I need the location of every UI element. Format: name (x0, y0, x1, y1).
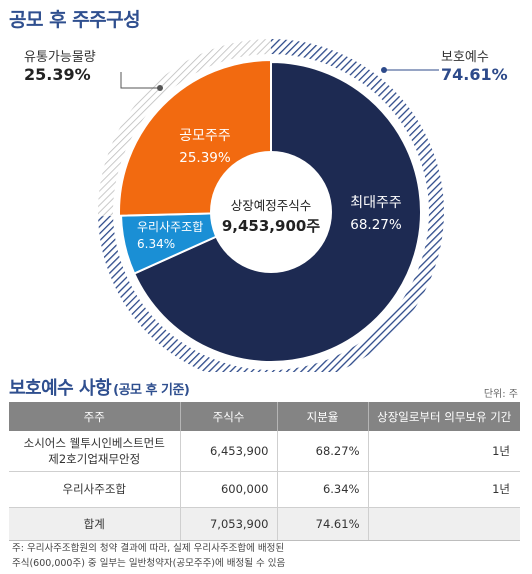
table-header-row: 주주 주식수 지분율 상장일로부터 의무보유 기간 (9, 402, 520, 431)
shareholder-donut-chart: 상장예정주식수 9,453,900주 최대주주 68.27% 공모주주 25.3… (98, 39, 444, 372)
total-period (368, 507, 520, 541)
center-value: 9,453,900주 (222, 217, 320, 235)
holder-line: 소시어스 웰투시인베스트먼트 (23, 435, 165, 450)
table-row: 소시어스 웰투시인베스트먼트 제2호기업재무안정 6,453,900 68.27%… (9, 431, 520, 472)
total-label: 합계 (9, 507, 181, 541)
table-row: 우리사주조합 600,000 6.34% 1년 (9, 471, 520, 508)
slice-value-esop: 6.34% (137, 237, 175, 251)
section-title: 보호예수 사항 (공모 후 기준) (9, 374, 190, 400)
cell-ratio: 6.34% (277, 471, 369, 508)
table-total-row: 합계 7,053,900 74.61% (9, 507, 520, 541)
cell-shares: 6,453,900 (180, 431, 278, 472)
section-subtitle: (공모 후 기준) (113, 383, 190, 398)
footnote-line: 주: 우리사주조합원의 청약 결과에 따라, 실제 우리사주조합에 배정된 (12, 543, 285, 554)
outer-ring-float-segment (98, 39, 271, 217)
section-title-text: 보호예수 사항 (9, 378, 112, 399)
header-holder: 주주 (9, 402, 181, 431)
total-ratio: 74.61% (277, 507, 369, 541)
slice-value-public: 25.39% (179, 150, 231, 166)
callout-right-dot (381, 67, 387, 73)
cell-holder: 소시어스 웰투시인베스트먼트 제2호기업재무안정 (9, 431, 181, 472)
slice-label-major: 최대주주 (350, 195, 402, 211)
chart-title: 공모 후 주주구성 (9, 9, 141, 31)
cell-period: 1년 (368, 431, 520, 472)
slice-label-public: 공모주주 (179, 128, 231, 144)
callout-right-name: 보호예수 (441, 50, 489, 65)
header-period: 상장일로부터 의무보유 기간 (368, 402, 520, 431)
slice-value-major: 68.27% (350, 217, 402, 233)
unit-label: 단위: 주 (483, 389, 518, 400)
footnote: 주: 우리사주조합원의 청약 결과에 따라, 실제 우리사주조합에 배정된 주식… (12, 541, 285, 571)
slice-label-esop: 우리사주조합 (137, 220, 203, 234)
callout-right-value: 74.61% (441, 65, 508, 84)
header-ratio: 지분율 (277, 402, 369, 431)
lockup-table: 주주 주식수 지분율 상장일로부터 의무보유 기간 소시어스 웰투시인베스트먼트… (9, 402, 520, 541)
cell-shares: 600,000 (180, 471, 278, 508)
callout-left-leader (120, 72, 160, 89)
total-shares: 7,053,900 (180, 507, 278, 541)
callout-left-dot (157, 85, 163, 91)
holder-line: 제2호기업재무안정 (48, 451, 141, 466)
callout-left-value: 25.39% (24, 65, 91, 84)
header-shares: 주식수 (180, 402, 278, 431)
footnote-line: 주식(600,000주) 중 일부는 일반청약자(공모주주)에 배정될 수 있음 (12, 558, 286, 569)
cell-holder: 우리사주조합 (9, 471, 181, 508)
cell-period: 1년 (368, 471, 520, 508)
donut-hole (210, 151, 332, 273)
callout-left-name: 유통가능물량 (24, 50, 96, 65)
cell-ratio: 68.27% (277, 431, 369, 472)
center-label: 상장예정주식수 (231, 198, 312, 213)
